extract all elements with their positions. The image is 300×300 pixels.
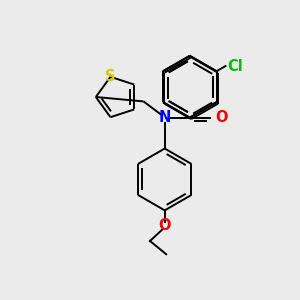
Text: O: O [158,218,171,233]
Text: O: O [215,110,227,125]
Text: N: N [158,110,171,125]
Text: Cl: Cl [227,58,243,74]
Text: S: S [105,69,116,84]
